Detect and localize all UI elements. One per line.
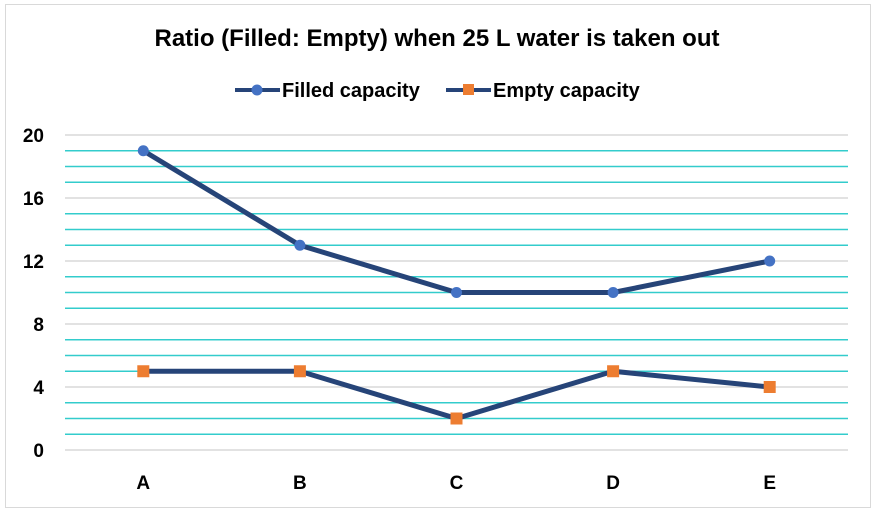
data-point (293, 365, 306, 378)
chart-title: Ratio (Filled: Empty) when 25 L water is… (155, 25, 720, 52)
y-axis-ticks: 0 4 8 12 16 20 (23, 126, 45, 462)
y-tick-label: 0 (33, 441, 44, 462)
chart-legend: Filled capacity Empty capacity (235, 80, 641, 102)
x-tick-label: E (763, 473, 776, 494)
x-tick-label: A (136, 473, 150, 494)
series-filled (137, 145, 776, 298)
data-point (451, 287, 462, 298)
y-tick-label: 20 (23, 126, 44, 147)
y-tick-label: 12 (23, 252, 44, 273)
y-tick-label: 4 (33, 378, 44, 399)
data-point (607, 365, 620, 378)
data-point (294, 239, 306, 251)
data-point (450, 412, 463, 425)
legend-marker-empty (463, 84, 474, 95)
x-axis-ticks: A B C D E (136, 473, 776, 494)
x-tick-label: C (450, 473, 464, 494)
legend-label-empty: Empty capacity (493, 80, 641, 102)
x-tick-label: D (606, 473, 620, 494)
legend-item-empty: Empty capacity (446, 80, 641, 102)
data-point (137, 365, 150, 378)
gridlines (65, 134, 848, 451)
y-tick-label: 16 (23, 189, 44, 210)
legend-item-filled: Filled capacity (235, 80, 421, 102)
series-line (140, 148, 773, 295)
series-group (137, 145, 776, 425)
series-empty (137, 365, 776, 425)
data-point (607, 287, 619, 298)
data-point (137, 145, 149, 157)
legend-label-filled: Filled capacity (282, 80, 421, 102)
legend-marker-filled (251, 84, 263, 96)
y-tick-label: 8 (33, 315, 44, 336)
series-line (140, 368, 773, 421)
chart-frame (5, 4, 871, 508)
x-tick-label: B (293, 473, 307, 494)
data-point (763, 381, 776, 393)
data-point (764, 255, 776, 267)
